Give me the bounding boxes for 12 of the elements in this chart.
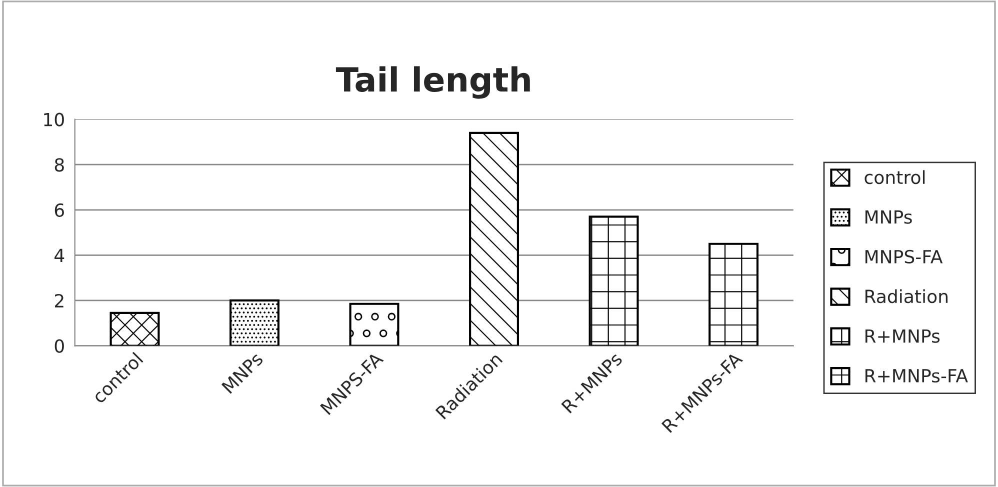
y-tick-label: 4 (54, 248, 64, 262)
legend-label: MNPs (865, 210, 912, 224)
chart-title: Tail length (336, 66, 530, 99)
legend-label: MNPS-FA (865, 250, 943, 264)
y-tick-label: 6 (54, 203, 64, 218)
legend-label: Radiation (865, 289, 948, 304)
legend-label: R+MNPs (865, 329, 940, 343)
legend-label: control (864, 170, 925, 184)
y-tick-label: 8 (54, 158, 64, 172)
y-tick-label: 2 (54, 294, 64, 308)
y-tick-label: 0 (54, 339, 64, 353)
y-tick-label: 10 (44, 112, 64, 126)
